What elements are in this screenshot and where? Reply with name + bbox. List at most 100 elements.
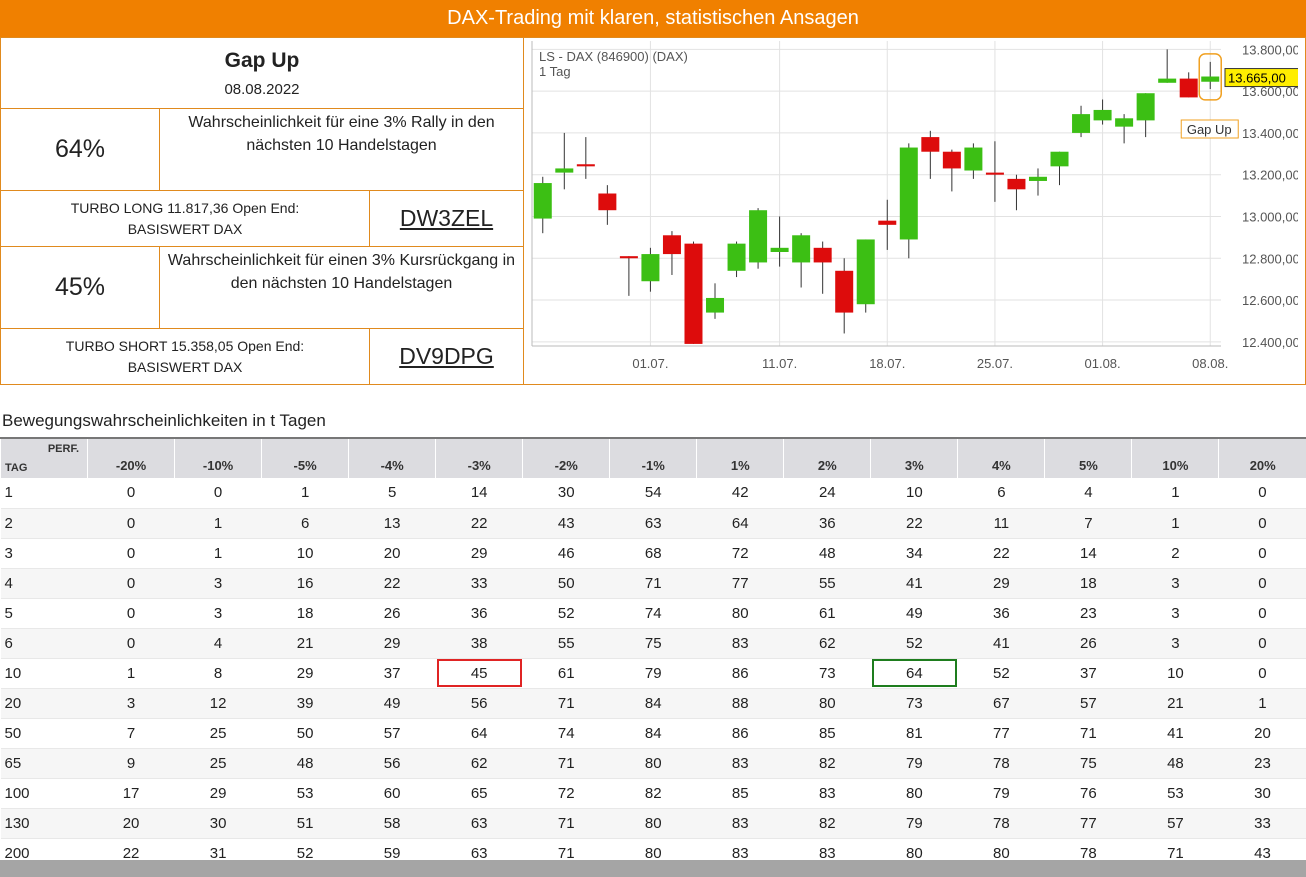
table-cell: 0 (174, 478, 262, 509)
table-cell: 4 (1044, 478, 1132, 509)
table-cell: 29 (348, 628, 436, 659)
drop-percent: 45% (0, 246, 160, 329)
candle-body (878, 220, 897, 225)
annotation: Gap Up (1187, 122, 1232, 137)
table-cell: 18 (1044, 568, 1132, 599)
table-row: 4 0 3 16 22 33 50 71 77 55 41 29 18 3 0 (0, 568, 1306, 599)
long-text-content: TURBO LONG 11.817,36 Open End: BASISWERT… (70, 199, 300, 237)
table-row: 20 3 12 39 49 56 71 84 88 80 73 67 57 21 1 (0, 688, 1306, 719)
candle-body (598, 193, 617, 211)
table-cell: 84 (609, 718, 697, 749)
candle-body (942, 151, 961, 169)
table-cell: 37 (348, 658, 436, 689)
long-text: TURBO LONG 11.817,36 Open End: BASISWERT… (0, 190, 370, 247)
table-cell: 75 (609, 628, 697, 659)
table-cell: 26 (348, 598, 436, 629)
table-cell: 29 (174, 778, 262, 809)
table-row: 65 9 25 48 56 62 71 80 83 82 79 78 75 48 23 (0, 748, 1306, 779)
table-cell: 26 (1044, 628, 1132, 659)
row-label: 4 (0, 568, 88, 599)
candle-body (749, 210, 768, 263)
table-cell: 23 (1044, 598, 1132, 629)
candle-body (770, 247, 789, 252)
table-cell: 14 (435, 478, 523, 509)
footer-bar (0, 860, 1306, 877)
table-cell: 21 (1131, 688, 1219, 719)
table-cell: 22 (348, 568, 436, 599)
table-cell: 88 (696, 688, 784, 719)
table-cell: 77 (957, 718, 1045, 749)
rally-percent: 64% (0, 108, 160, 191)
table-cell: 53 (1131, 778, 1219, 809)
table-cell: 16 (261, 568, 349, 599)
annotation-box (1180, 119, 1239, 139)
table-cell: 41 (1131, 718, 1219, 749)
table-cell: 50 (522, 568, 610, 599)
row-label: 130 (0, 808, 88, 839)
short-text-content: TURBO SHORT 15.358,05 Open End: BASISWER… (65, 337, 305, 375)
table-cell: 29 (957, 568, 1045, 599)
candle-body (1072, 114, 1091, 133)
table-cell: 67 (957, 688, 1045, 719)
candle-body (662, 235, 681, 255)
table-cell: 64 (696, 508, 784, 539)
table-cell: 64 (435, 718, 523, 749)
table-cell: 52 (522, 598, 610, 629)
table-cell: 73 (870, 688, 958, 719)
chart-subtitle: 1 Tag (539, 64, 571, 79)
table-cell: 56 (348, 748, 436, 779)
table-cell: 62 (435, 748, 523, 779)
table-cell: 22 (870, 508, 958, 539)
short-code-link[interactable]: DV9DPG (399, 343, 494, 369)
long-code-link[interactable]: DW3ZEL (399, 205, 494, 231)
table-cell: 83 (783, 778, 871, 809)
table-cell: 25 (174, 748, 262, 779)
table-cell: 80 (783, 688, 871, 719)
table-cell: 72 (696, 538, 784, 569)
table-cell: 46 (522, 538, 610, 569)
table-row: 10 1 8 29 37 45 61 79 86 73 64 52 37 10 0 (0, 658, 1306, 689)
table-cell: 43 (522, 508, 610, 539)
table-cell: 85 (696, 778, 784, 809)
table-cell: 65 (435, 778, 523, 809)
table-cell: 83 (696, 628, 784, 659)
table-cell: 58 (348, 808, 436, 839)
table-cell: 62 (783, 628, 871, 659)
candle-body (576, 164, 595, 167)
table-cell: 72 (522, 778, 610, 809)
table-cell: 14 (1044, 538, 1132, 569)
candle-body (921, 137, 940, 152)
table-cell: 80 (696, 598, 784, 629)
x-tick-label: 11.07. (762, 356, 797, 371)
table-cell: 7 (87, 718, 175, 749)
table-cell: 71 (609, 568, 697, 599)
table-cell: 55 (522, 628, 610, 659)
table-cell: 11 (957, 508, 1045, 539)
table-cell: 0 (1218, 628, 1306, 659)
candle-body (706, 297, 725, 313)
table-cell: 48 (261, 748, 349, 779)
y-tick-label: 12.600,00 (1242, 293, 1298, 308)
signal-title: Gap Up (224, 48, 300, 72)
table-cell: 5 (348, 478, 436, 509)
table-cell: 48 (783, 538, 871, 569)
table-row: 2 0 1 6 13 22 43 63 64 36 22 11 7 1 0 (0, 508, 1306, 539)
table-cell: 0 (1218, 508, 1306, 539)
candle-body (1007, 178, 1026, 190)
table-cell: 82 (783, 808, 871, 839)
table-cell: 79 (870, 748, 958, 779)
table-cell: 86 (696, 718, 784, 749)
table-cell: 13 (348, 508, 436, 539)
table-cell: 61 (522, 658, 610, 689)
table-cell: 52 (957, 658, 1045, 689)
table-cell: 42 (696, 478, 784, 509)
table-cell: 51 (261, 808, 349, 839)
table-cell: 6 (261, 508, 349, 539)
table-cell: 80 (609, 808, 697, 839)
table-cell: 12 (174, 688, 262, 719)
table-cell: 56 (435, 688, 523, 719)
table-cell: 71 (522, 688, 610, 719)
table-cell: 48 (1131, 748, 1219, 779)
table-cell: 80 (870, 778, 958, 809)
